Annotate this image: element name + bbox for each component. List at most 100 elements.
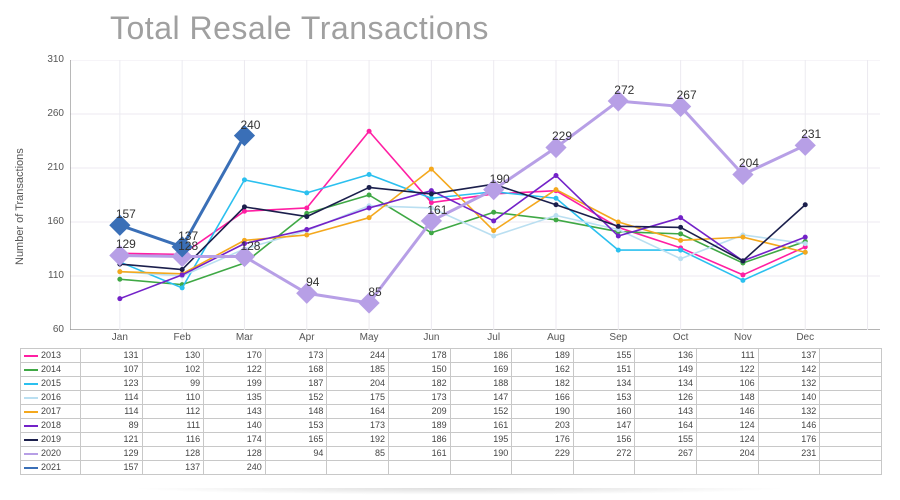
data-point-label: 240 (240, 118, 260, 132)
y-tick-label: 110 (34, 270, 64, 281)
table-cell: 272 (573, 447, 635, 461)
table-cell: 267 (635, 447, 697, 461)
x-category-label: Jul (487, 332, 500, 343)
decorative-shadow (35, 488, 885, 500)
table-cell: 244 (327, 349, 389, 363)
y-tick-label: 260 (34, 108, 64, 119)
table-cell: 114 (80, 391, 142, 405)
table-cell: 152 (450, 405, 512, 419)
table-cell: 156 (573, 433, 635, 447)
x-category-label: Nov (734, 332, 752, 343)
table-cell: 195 (450, 433, 512, 447)
table-cell: 106 (697, 377, 759, 391)
x-category-label: May (360, 332, 379, 343)
x-category-label: Jan (112, 332, 128, 343)
table-cell: 147 (573, 419, 635, 433)
table-cell: 140 (204, 419, 266, 433)
data-point-label: 94 (306, 275, 319, 289)
table-row: 201889111140153173189161203147164124146 (21, 419, 882, 433)
table-row: 2014107102122168185150169162151149122142 (21, 363, 882, 377)
table-cell: 143 (635, 405, 697, 419)
table-cell: 182 (389, 377, 451, 391)
data-point-label: 161 (427, 203, 447, 217)
data-point-label: 128 (240, 239, 260, 253)
table-cell: 134 (573, 377, 635, 391)
table-cell: 134 (635, 377, 697, 391)
table-cell: 189 (512, 349, 574, 363)
table-cell: 124 (697, 433, 759, 447)
x-category-label: Oct (673, 332, 689, 343)
table-cell: 164 (327, 405, 389, 419)
table-cell: 204 (697, 447, 759, 461)
data-point-label: 231 (801, 127, 821, 141)
x-category-label: Apr (299, 332, 315, 343)
x-category-label: Feb (174, 332, 191, 343)
table-cell: 142 (758, 363, 820, 377)
table-cell (389, 461, 451, 475)
table-cell: 186 (389, 433, 451, 447)
table-cell: 204 (327, 377, 389, 391)
table-cell: 240 (204, 461, 266, 475)
table-cell: 136 (635, 349, 697, 363)
table-cell: 192 (327, 433, 389, 447)
table-cell: 140 (758, 391, 820, 405)
table-cell: 176 (758, 433, 820, 447)
series-legend-cell: 2019 (21, 433, 81, 447)
table-cell: 149 (635, 363, 697, 377)
data-point-label: 229 (552, 129, 572, 143)
table-cell: 151 (573, 363, 635, 377)
table-cell: 146 (697, 405, 759, 419)
y-axis-label: Number of Transactions (14, 148, 26, 265)
table-cell: 114 (80, 405, 142, 419)
chart-title: Total Resale Transactions (110, 10, 489, 47)
table-cell: 173 (389, 391, 451, 405)
table-cell: 124 (697, 419, 759, 433)
table-cell (697, 461, 759, 475)
table-cell (450, 461, 512, 475)
table-cell: 152 (265, 391, 327, 405)
table-cell: 168 (265, 363, 327, 377)
series-legend-cell: 2014 (21, 363, 81, 377)
table-cell: 153 (573, 391, 635, 405)
table-cell: 148 (697, 391, 759, 405)
table-cell: 182 (512, 377, 574, 391)
chart-container: Total Resale Transactions Number of Tran… (0, 0, 900, 500)
table-cell: 161 (389, 447, 451, 461)
data-point-label: 267 (677, 88, 697, 102)
table-cell: 157 (80, 461, 142, 475)
table-cell: 122 (697, 363, 759, 377)
data-point-label: 190 (490, 172, 510, 186)
table-cell: 121 (80, 433, 142, 447)
x-category-label: Jun (423, 332, 439, 343)
y-tick-label: 310 (34, 54, 64, 65)
series-legend-cell: 2020 (21, 447, 81, 461)
table-cell: 187 (265, 377, 327, 391)
y-tick-label: 60 (34, 324, 64, 335)
table-cell: 190 (450, 447, 512, 461)
table-row: 2021157137240 (21, 461, 882, 475)
table-cell: 143 (204, 405, 266, 419)
table-cell: 164 (635, 419, 697, 433)
table-cell: 189 (389, 419, 451, 433)
table-cell: 169 (450, 363, 512, 377)
table-row: 2016114110135152175173147166153126148140 (21, 391, 882, 405)
table-cell: 173 (327, 419, 389, 433)
table-cell: 190 (512, 405, 574, 419)
table-cell: 126 (635, 391, 697, 405)
data-point-label: 157 (116, 207, 136, 221)
table-row: 2013131130170173244178186189155136111137 (21, 349, 882, 363)
table-row: 20201291281289485161190229272267204231 (21, 447, 882, 461)
data-point-label: 137 (178, 229, 198, 243)
data-table: JanFebMarAprMayJunJulAugSepOctNovDec 201… (20, 348, 882, 475)
table-cell (265, 461, 327, 475)
y-tick-label: 160 (34, 216, 64, 227)
data-point-label: 129 (116, 237, 136, 251)
table-cell: 185 (327, 363, 389, 377)
table-cell: 176 (512, 433, 574, 447)
y-tick-label: 210 (34, 162, 64, 173)
table-cell: 186 (450, 349, 512, 363)
table-cell: 170 (204, 349, 266, 363)
data-point-label: 204 (739, 156, 759, 170)
x-category-label: Aug (547, 332, 565, 343)
table-cell: 188 (450, 377, 512, 391)
